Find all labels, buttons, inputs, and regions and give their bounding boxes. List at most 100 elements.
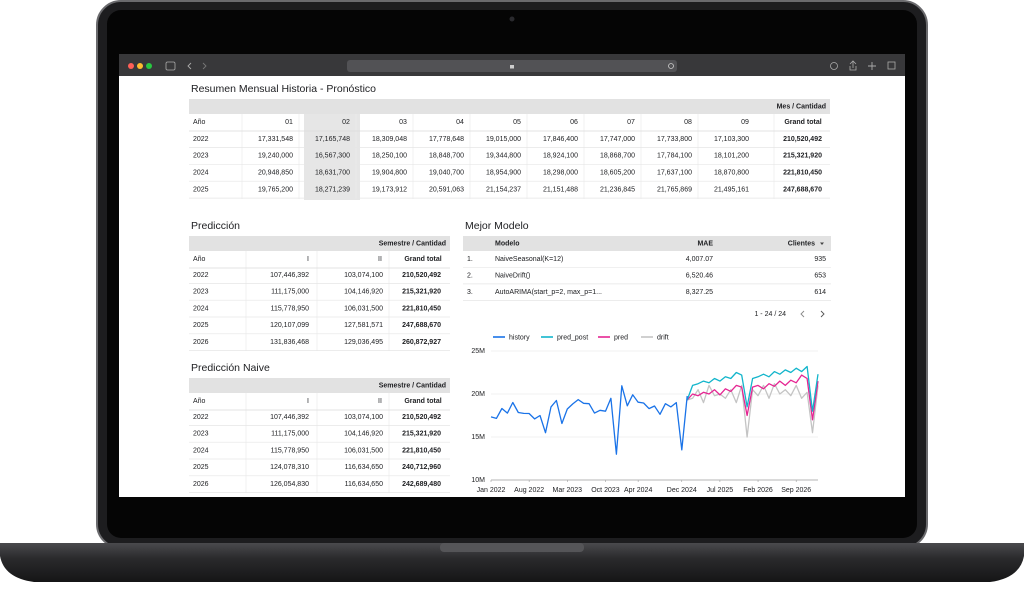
table-cell: 21,154,237 [486, 187, 521, 194]
sort-icon[interactable] [820, 242, 824, 246]
legend-label: pred [614, 334, 628, 341]
table-cell: 221,810,450 [402, 305, 441, 312]
column-header: 06 [570, 119, 578, 126]
tabs-icon[interactable] [887, 61, 896, 70]
table-cell: 104,146,920 [344, 431, 383, 438]
table-cell: 116,634,650 [345, 464, 384, 471]
back-icon[interactable] [187, 62, 192, 70]
column-header: 04 [456, 119, 464, 126]
table-cell: 2023 [193, 289, 209, 296]
table-cell: 18,954,900 [486, 170, 521, 177]
table-cell: 106,031,500 [344, 305, 383, 312]
table-header-bar [463, 236, 831, 251]
share-icon[interactable] [849, 60, 857, 71]
table-cell: 2024 [193, 170, 209, 177]
table-cell: 240,712,960 [402, 464, 441, 471]
table-cell: 111,175,000 [271, 289, 309, 296]
column-header: I [307, 256, 309, 263]
column-header: 03 [399, 119, 407, 126]
table-cell: 2022 [193, 136, 209, 143]
table-cell: 18,848,700 [429, 153, 464, 160]
table-cell: 129,036,495 [344, 339, 383, 346]
x-tick-label: Dec 2024 [667, 487, 697, 494]
table-cell: 2024 [193, 305, 209, 312]
x-tick-label: Apr 2024 [624, 487, 653, 494]
column-header: 02 [342, 119, 350, 126]
sidebar-icon[interactable] [165, 61, 176, 71]
laptop-base [0, 543, 1024, 582]
table-cell: 106,031,500 [344, 447, 383, 454]
y-tick-label: 20M [471, 391, 485, 398]
table-cell: 126,054,830 [270, 481, 309, 488]
section-title: Resumen Mensual Historia - Pronóstico [191, 83, 376, 95]
table-header-bar [189, 236, 450, 251]
table-header-bar [189, 378, 450, 393]
table-cell: 1. [467, 256, 473, 263]
x-tick-label: Jul 2025 [707, 487, 734, 494]
header-group: Semestre / Cantidad [379, 382, 446, 389]
table-cell: 18,924,100 [543, 153, 578, 160]
table-cell: 17,784,100 [657, 153, 692, 160]
legend-label: drift [657, 334, 669, 341]
dashboard: Resumen Mensual Historia - Pronóstico Mes… [189, 83, 831, 494]
y-tick-label: 15M [471, 434, 485, 441]
column-header: 05 [513, 119, 521, 126]
column-header: Año [193, 256, 206, 263]
table-cell: 18,271,239 [315, 187, 350, 194]
table-cell: 614 [814, 289, 826, 296]
prev-page[interactable] [800, 310, 805, 318]
y-tick-label: 10M [471, 477, 485, 484]
table-cell: 2026 [193, 339, 209, 346]
table-cell: 2023 [193, 431, 209, 438]
series-line [686, 374, 819, 421]
table-cell: 2. [467, 272, 473, 279]
reload-icon[interactable] [668, 63, 674, 69]
new-tab-icon[interactable] [868, 62, 876, 70]
column-header: 08 [684, 119, 692, 126]
table-cell: 2025 [193, 187, 209, 194]
table-header-bar [189, 99, 830, 114]
camera [509, 16, 515, 22]
table-cell: 17,331,548 [258, 136, 293, 143]
table-cell: 107,446,392 [270, 414, 309, 421]
table-cell: 221,810,450 [783, 170, 822, 177]
column-header: Año [193, 398, 206, 405]
x-tick-label: Feb 2026 [743, 487, 773, 494]
table-cell: 17,846,400 [543, 136, 578, 143]
table-cell: 19,015,000 [486, 136, 521, 143]
column-header: II [378, 398, 382, 405]
table-cell: 18,101,200 [714, 153, 749, 160]
series-line [686, 365, 819, 412]
table-cell: 2025 [193, 322, 209, 329]
table-cell: 18,298,000 [543, 170, 578, 177]
table-cell: 17,778,648 [429, 136, 464, 143]
column-header: I [307, 398, 309, 405]
table-cell: 2022 [193, 414, 209, 421]
table-cell: 103,074,100 [344, 414, 383, 421]
table-cell: 247,688,670 [402, 322, 441, 329]
forward-icon[interactable] [202, 62, 207, 70]
column-header: Grand total [784, 119, 821, 126]
x-tick-label: Oct 2023 [591, 487, 620, 494]
table-cell: 18,250,100 [372, 153, 407, 160]
highlight-column [304, 114, 360, 200]
next-page[interactable] [820, 310, 825, 318]
column-header: II [378, 256, 382, 263]
table-cell: 21,495,161 [714, 187, 749, 194]
table-cell: 247,688,670 [783, 187, 822, 194]
table-cell: 21,151,488 [543, 187, 578, 194]
column-header: Año [193, 119, 206, 126]
header-group: Mes / Cantidad [777, 103, 826, 110]
maximize-button[interactable] [146, 63, 152, 69]
column-header: Clientes [788, 240, 815, 247]
table-cell: 17,165,748 [315, 136, 350, 143]
table-cell: 19,173,912 [372, 187, 407, 194]
table-cell: 242,689,480 [402, 481, 441, 488]
table-cell: 120,107,099 [270, 322, 309, 329]
table-cell: 19,240,000 [258, 153, 293, 160]
download-icon[interactable] [830, 62, 838, 70]
header-group: Semestre / Cantidad [379, 240, 446, 247]
close-button[interactable] [128, 63, 134, 69]
minimize-button[interactable] [137, 63, 143, 69]
